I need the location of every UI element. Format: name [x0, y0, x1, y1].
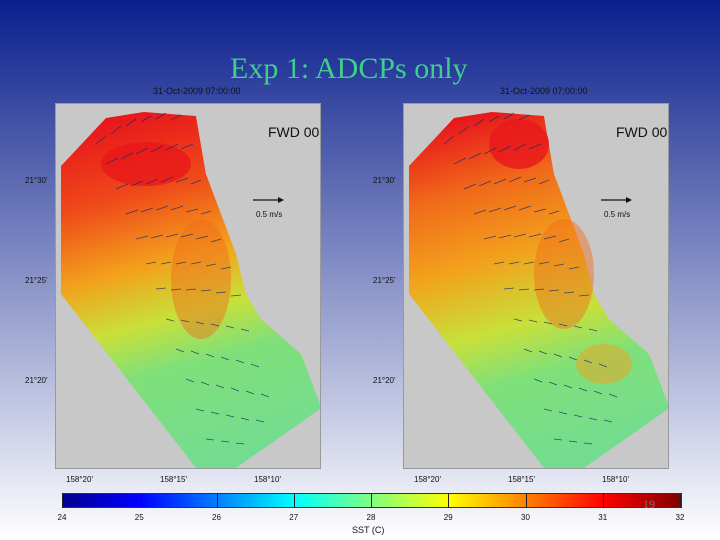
- lat-label: 21°20': [373, 376, 396, 385]
- colorbar-tick-label: 31: [598, 513, 608, 522]
- colorbar-tick-mark: [216, 493, 218, 508]
- colorbar-tick-mark: [293, 493, 295, 508]
- colorbar-tick-mark: [371, 493, 372, 508]
- colorbar-tick-mark: [602, 493, 604, 508]
- colorbar-label: SST (C): [352, 525, 385, 535]
- colorbar-tick-label: 30: [521, 513, 530, 522]
- colorbar-tick-label: 25: [134, 513, 144, 522]
- colorbar-tick-mark: [62, 493, 63, 508]
- lon-label: 158°20': [414, 475, 441, 484]
- map-panel-fwd-001: FWD 001 0.5 m/s: [403, 103, 669, 469]
- lon-label: 158°10': [254, 475, 281, 484]
- sst-colorbar: [62, 493, 682, 508]
- panel-label: FWD 000: [268, 124, 320, 140]
- lon-label: 158°10': [602, 475, 629, 484]
- colorbar-tick-label: 29: [443, 513, 453, 522]
- lon-label: 158°20': [66, 475, 93, 484]
- slide-title: Exp 1: ADCPs only: [230, 52, 468, 85]
- colorbar-tick-label: 24: [57, 513, 67, 522]
- panel-label: FWD 001: [616, 124, 668, 140]
- sst-field-map: [61, 104, 320, 468]
- velocity-scale-label: 0.5 m/s: [604, 210, 631, 219]
- colorbar-tick-mark: [525, 493, 527, 508]
- sst-field-map: [409, 104, 668, 468]
- lat-label: 21°25': [373, 276, 396, 285]
- colorbar-tick-label: 26: [212, 513, 221, 522]
- panel-2-timestamp: 31-Oct-2009 07:00:00: [500, 86, 588, 96]
- map-panel-fwd-000: FWD 000 0.5 m/s: [55, 103, 321, 469]
- colorbar-tick-label: 32: [675, 513, 685, 522]
- lat-label: 21°30': [25, 176, 48, 185]
- colorbar-tick-mark: [448, 493, 450, 508]
- velocity-scale-label: 0.5 m/s: [256, 210, 283, 219]
- colorbar-tick-mark: [680, 493, 681, 508]
- lat-label: 21°30': [373, 176, 396, 185]
- page-number: 19: [643, 497, 655, 511]
- colorbar-tick-label: 27: [289, 513, 299, 522]
- lat-label: 21°25': [25, 276, 48, 285]
- lat-label: 21°20': [25, 376, 48, 385]
- lon-label: 158°15': [160, 475, 187, 484]
- lon-label: 158°15': [508, 475, 535, 484]
- colorbar-tick-mark: [139, 493, 141, 508]
- colorbar-tick-label: 28: [366, 513, 376, 522]
- panel-1-timestamp: 31-Oct-2009 07:00:00: [153, 86, 241, 96]
